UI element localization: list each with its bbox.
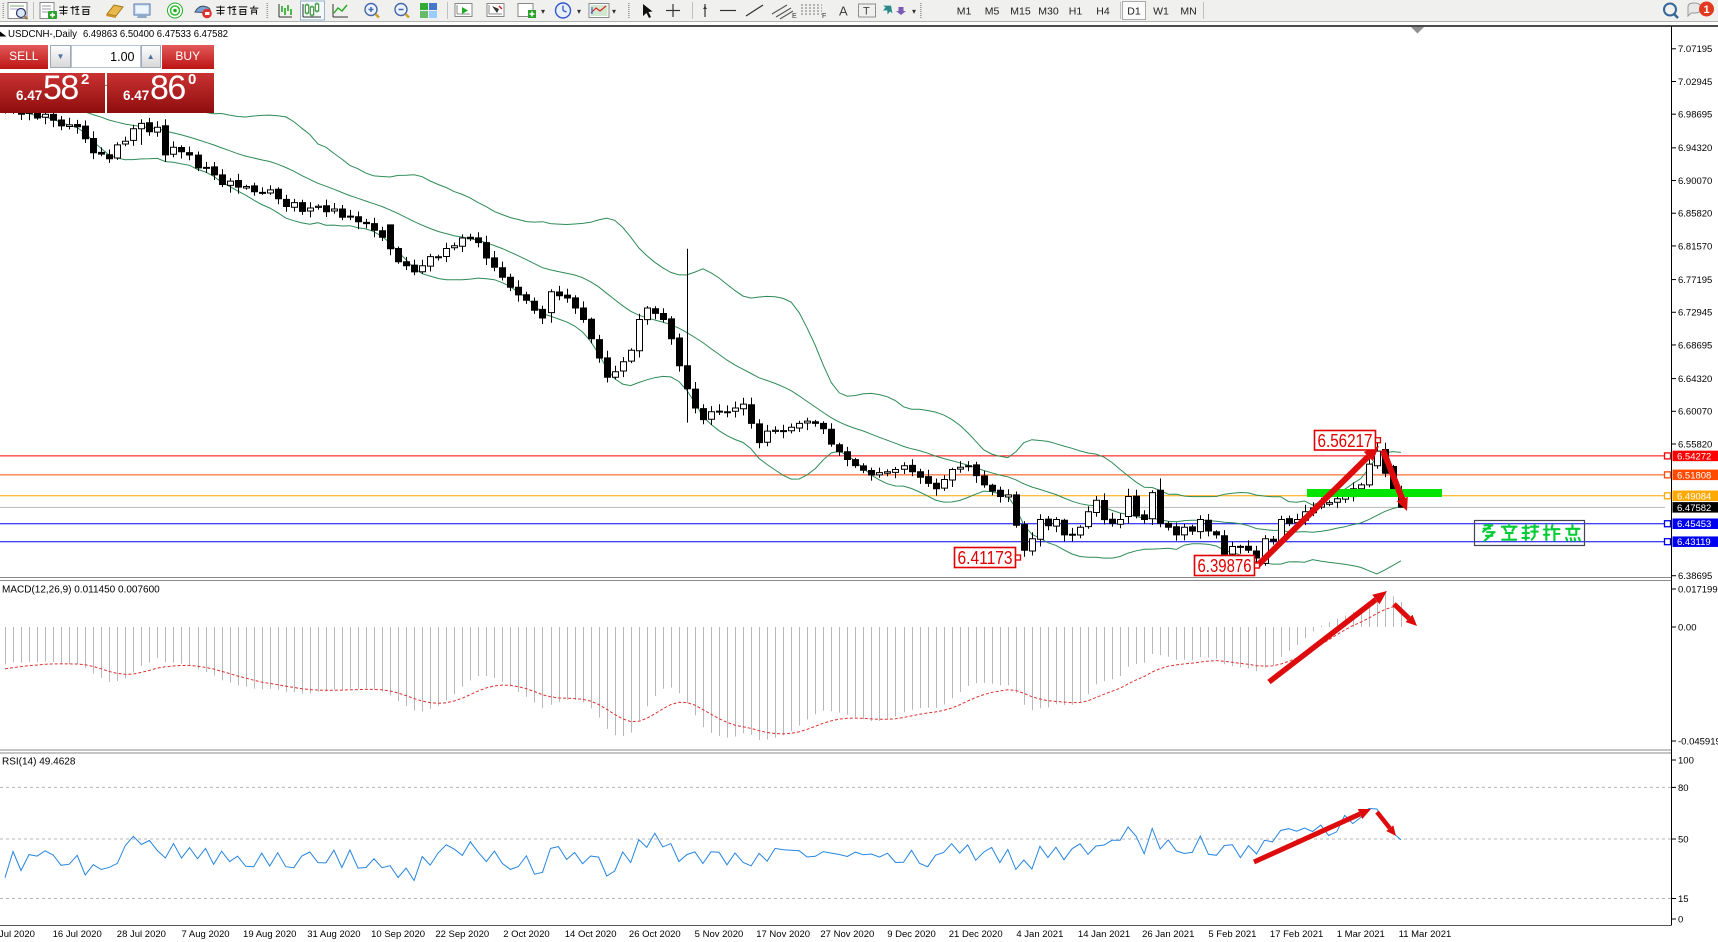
svg-text:6.60070: 6.60070 <box>1678 407 1712 418</box>
svg-text:17 Feb 2021: 17 Feb 2021 <box>1270 929 1323 940</box>
svg-text:50: 50 <box>1678 834 1689 845</box>
svg-text:26 Jan 2021: 26 Jan 2021 <box>1142 929 1194 940</box>
svg-text:4 Jan 2021: 4 Jan 2021 <box>1016 929 1063 940</box>
svg-text:6.38695: 6.38695 <box>1678 571 1712 582</box>
svg-text:▾: ▾ <box>912 7 916 16</box>
svg-text:28 Jul 2020: 28 Jul 2020 <box>117 929 166 940</box>
svg-text:16 Jul 2020: 16 Jul 2020 <box>53 929 102 940</box>
svg-text:6.98695: 6.98695 <box>1678 110 1712 121</box>
svg-text:6.54272: 6.54272 <box>1677 451 1711 462</box>
svg-text:6.49863 6.50400 6.47533 6.4758: 6.49863 6.50400 6.47533 6.47582 <box>83 29 228 40</box>
svg-text:E: E <box>792 13 797 20</box>
svg-text:0: 0 <box>1678 914 1683 925</box>
svg-text:A: A <box>839 4 848 19</box>
svg-text:11 Mar 2021: 11 Mar 2021 <box>1399 929 1452 940</box>
svg-text:6.90070: 6.90070 <box>1678 176 1712 187</box>
svg-text:0.017199: 0.017199 <box>1678 584 1718 595</box>
svg-text:5 Feb 2021: 5 Feb 2021 <box>1208 929 1256 940</box>
svg-text:M30: M30 <box>1038 6 1059 18</box>
svg-text:▾: ▾ <box>541 7 545 16</box>
svg-text:9 Dec 2020: 9 Dec 2020 <box>887 929 936 940</box>
svg-text:MACD(12,26,9) 0.011450 0.00760: MACD(12,26,9) 0.011450 0.007600 <box>2 585 160 596</box>
svg-text:14 Jan 2021: 14 Jan 2021 <box>1078 929 1130 940</box>
svg-text:17 Nov 2020: 17 Nov 2020 <box>756 929 810 940</box>
svg-text:H4: H4 <box>1096 6 1110 18</box>
svg-text:6.45453: 6.45453 <box>1677 519 1711 530</box>
svg-text:W1: W1 <box>1153 6 1169 18</box>
svg-text:31 Aug 2020: 31 Aug 2020 <box>307 929 360 940</box>
svg-text:14 Oct 2020: 14 Oct 2020 <box>565 929 617 940</box>
svg-text:H1: H1 <box>1069 6 1083 18</box>
svg-text:T: T <box>863 6 870 18</box>
svg-text:▾: ▾ <box>612 7 616 16</box>
svg-text:MN: MN <box>1180 6 1196 18</box>
svg-text:7 Aug 2020: 7 Aug 2020 <box>182 929 230 940</box>
svg-text:7.02945: 7.02945 <box>1678 77 1712 88</box>
svg-text:-0.045919: -0.045919 <box>1678 736 1718 747</box>
svg-text:0.00: 0.00 <box>1678 622 1697 633</box>
svg-text:RSI(14) 49.4628: RSI(14) 49.4628 <box>2 757 76 768</box>
svg-text:▾: ▾ <box>577 7 581 16</box>
svg-text:6.56217: 6.56217 <box>1318 430 1373 451</box>
svg-text:1: 1 <box>1703 4 1709 16</box>
svg-text:6.49084: 6.49084 <box>1677 491 1711 502</box>
svg-text:15: 15 <box>1678 894 1689 905</box>
svg-text:19 Aug 2020: 19 Aug 2020 <box>243 929 296 940</box>
svg-text:USDCNH-,Daily: USDCNH-,Daily <box>8 29 77 40</box>
svg-text:2 Oct 2020: 2 Oct 2020 <box>503 929 549 940</box>
svg-text:26 Oct 2020: 26 Oct 2020 <box>629 929 681 940</box>
svg-text:22 Sep 2020: 22 Sep 2020 <box>435 929 489 940</box>
svg-text:M1: M1 <box>957 6 972 18</box>
svg-text:1 Mar 2021: 1 Mar 2021 <box>1337 929 1385 940</box>
svg-text:6 Jul 2020: 6 Jul 2020 <box>0 929 35 940</box>
svg-text:M5: M5 <box>985 6 1000 18</box>
svg-text:F: F <box>822 13 826 20</box>
svg-text:6.47582: 6.47582 <box>1677 503 1711 514</box>
svg-text:6.43119: 6.43119 <box>1677 537 1711 548</box>
svg-text:80: 80 <box>1678 783 1689 794</box>
svg-text:D1: D1 <box>1127 6 1141 18</box>
svg-text:6.64320: 6.64320 <box>1678 374 1712 385</box>
svg-text:6.77195: 6.77195 <box>1678 275 1712 286</box>
svg-text:7.07195: 7.07195 <box>1678 44 1712 55</box>
svg-text:27 Nov 2020: 27 Nov 2020 <box>820 929 874 940</box>
svg-text:6.51808: 6.51808 <box>1677 470 1711 481</box>
svg-text:6.72945: 6.72945 <box>1678 308 1712 319</box>
svg-text:10 Sep 2020: 10 Sep 2020 <box>371 929 425 940</box>
svg-text:M15: M15 <box>1010 6 1031 18</box>
svg-text:6.41173: 6.41173 <box>958 547 1013 568</box>
svg-text:6.85820: 6.85820 <box>1678 209 1712 220</box>
svg-text:6.81570: 6.81570 <box>1678 241 1712 252</box>
svg-text:21 Dec 2020: 21 Dec 2020 <box>949 929 1003 940</box>
svg-text:6.94320: 6.94320 <box>1678 143 1712 154</box>
svg-text:5 Nov 2020: 5 Nov 2020 <box>695 929 744 940</box>
svg-text:100: 100 <box>1678 755 1694 766</box>
svg-text:6.68695: 6.68695 <box>1678 340 1712 351</box>
svg-text:6.39876: 6.39876 <box>1198 555 1252 576</box>
svg-text:6.55820: 6.55820 <box>1678 439 1712 450</box>
